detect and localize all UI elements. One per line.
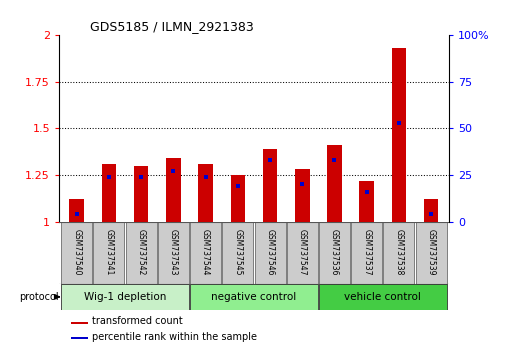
Bar bbox=[360, 181, 374, 222]
Text: GSM737537: GSM737537 bbox=[362, 229, 371, 276]
Text: protocol: protocol bbox=[19, 292, 58, 302]
Bar bbox=[319, 284, 447, 310]
Text: GSM737544: GSM737544 bbox=[201, 229, 210, 276]
Text: percentile rank within the sample: percentile rank within the sample bbox=[92, 332, 257, 342]
Bar bbox=[351, 222, 382, 284]
Bar bbox=[199, 164, 213, 222]
Bar bbox=[134, 166, 148, 222]
Bar bbox=[222, 222, 253, 284]
Text: GSM737543: GSM737543 bbox=[169, 229, 178, 276]
Text: Wig-1 depletion: Wig-1 depletion bbox=[84, 292, 166, 302]
Bar bbox=[69, 199, 84, 222]
Text: GSM737539: GSM737539 bbox=[427, 229, 436, 276]
Text: GSM737547: GSM737547 bbox=[298, 229, 307, 276]
Bar bbox=[383, 222, 415, 284]
Text: transformed count: transformed count bbox=[92, 316, 183, 326]
Text: GSM737540: GSM737540 bbox=[72, 229, 81, 276]
Text: GSM737538: GSM737538 bbox=[394, 229, 403, 276]
Text: GSM737542: GSM737542 bbox=[136, 229, 146, 276]
Text: GSM737536: GSM737536 bbox=[330, 229, 339, 276]
Bar bbox=[190, 222, 221, 284]
Bar bbox=[287, 222, 318, 284]
Bar bbox=[295, 170, 309, 222]
Bar bbox=[416, 222, 447, 284]
Bar bbox=[102, 164, 116, 222]
Text: GSM737541: GSM737541 bbox=[105, 229, 113, 276]
Text: vehicle control: vehicle control bbox=[344, 292, 421, 302]
Bar bbox=[61, 222, 92, 284]
Bar bbox=[61, 284, 189, 310]
Bar bbox=[93, 222, 125, 284]
Bar bbox=[166, 158, 181, 222]
Bar bbox=[392, 48, 406, 222]
Bar bbox=[158, 222, 189, 284]
Bar bbox=[319, 222, 350, 284]
Text: GDS5185 / ILMN_2921383: GDS5185 / ILMN_2921383 bbox=[90, 20, 254, 33]
Bar bbox=[263, 149, 278, 222]
Bar bbox=[126, 222, 156, 284]
Bar bbox=[71, 322, 88, 324]
Text: GSM737545: GSM737545 bbox=[233, 229, 242, 276]
Bar bbox=[327, 145, 342, 222]
Bar bbox=[230, 175, 245, 222]
Bar bbox=[190, 284, 318, 310]
Bar bbox=[71, 337, 88, 339]
Bar bbox=[254, 222, 286, 284]
Text: GSM737546: GSM737546 bbox=[266, 229, 274, 276]
Text: negative control: negative control bbox=[211, 292, 297, 302]
Bar bbox=[424, 199, 439, 222]
